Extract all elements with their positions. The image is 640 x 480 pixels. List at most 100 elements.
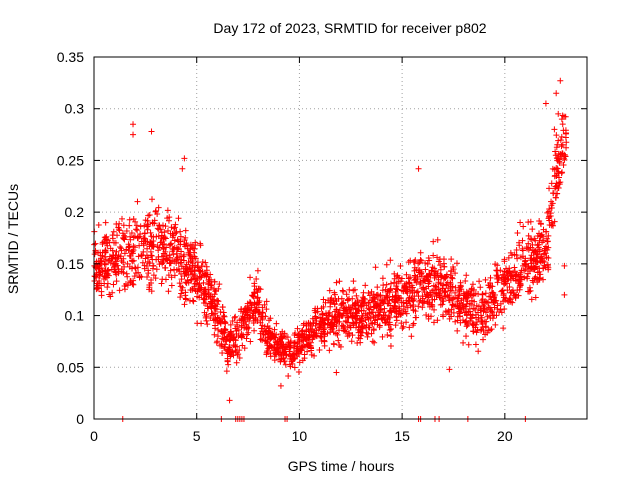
data-point — [477, 284, 484, 291]
data-point — [304, 348, 311, 355]
data-point — [457, 279, 464, 286]
data-point — [97, 252, 104, 259]
data-point — [516, 284, 523, 291]
data-point — [301, 334, 308, 341]
data-point — [527, 235, 534, 242]
data-point — [123, 228, 130, 235]
data-point — [177, 283, 184, 290]
data-point — [121, 263, 128, 270]
data-point — [127, 253, 134, 260]
data-point — [182, 227, 189, 234]
data-point — [383, 281, 390, 288]
data-point — [527, 255, 534, 262]
data-point — [492, 297, 499, 304]
data-point — [479, 299, 486, 306]
data-point — [536, 237, 543, 244]
data-point — [393, 283, 400, 290]
data-point — [379, 333, 386, 340]
data-point — [485, 299, 492, 306]
data-point — [472, 341, 479, 348]
data-point — [104, 274, 111, 281]
data-point — [340, 304, 347, 311]
data-point — [156, 244, 163, 251]
data-point — [560, 161, 567, 168]
data-point — [487, 274, 494, 281]
data-point — [257, 313, 264, 320]
data-point — [187, 253, 194, 260]
data-point — [102, 249, 109, 256]
data-point — [387, 342, 394, 349]
data-point — [456, 302, 463, 309]
data-point — [251, 299, 258, 306]
data-point — [186, 297, 193, 304]
data-point — [102, 234, 109, 241]
data-point — [287, 338, 294, 345]
data-point — [129, 280, 136, 287]
data-point — [204, 303, 211, 310]
data-point — [426, 257, 433, 264]
data-point — [333, 369, 340, 376]
data-point — [536, 246, 543, 253]
data-point — [326, 347, 333, 354]
data-point — [424, 298, 431, 305]
data-point — [379, 275, 386, 282]
data-point — [304, 342, 311, 349]
data-point — [384, 332, 391, 339]
data-point — [144, 258, 151, 265]
data-point — [200, 296, 207, 303]
data-point — [354, 340, 361, 347]
data-point — [120, 222, 127, 229]
data-point — [555, 110, 562, 117]
data-point — [291, 339, 298, 346]
data-point — [546, 213, 553, 220]
data-point — [425, 277, 432, 284]
data-point — [250, 317, 257, 324]
data-point — [141, 230, 148, 237]
data-point — [182, 295, 189, 302]
data-point — [201, 309, 208, 316]
data-point — [251, 283, 258, 290]
data-point — [449, 275, 456, 282]
data-point — [408, 333, 415, 340]
data-point — [168, 240, 175, 247]
data-point — [364, 333, 371, 340]
data-point — [242, 308, 249, 315]
data-point — [381, 305, 388, 312]
data-point — [374, 291, 381, 298]
data-point — [374, 300, 381, 307]
data-point — [454, 327, 461, 334]
data-point — [165, 288, 172, 295]
data-point — [216, 281, 223, 288]
data-point — [92, 240, 99, 247]
data-point — [247, 274, 254, 281]
data-point — [527, 218, 534, 225]
data-point — [183, 240, 190, 247]
data-point — [470, 305, 477, 312]
data-point — [376, 324, 383, 331]
data-point — [247, 314, 254, 321]
data-point — [211, 291, 218, 298]
data-point — [220, 309, 227, 316]
data-point — [190, 249, 197, 256]
data-point — [190, 298, 197, 305]
data-point — [231, 314, 238, 321]
data-point — [463, 272, 470, 279]
data-point — [448, 306, 455, 313]
data-point — [489, 309, 496, 316]
data-point — [513, 246, 520, 253]
data-point — [198, 292, 205, 299]
data-point — [127, 236, 134, 243]
data-point — [202, 314, 209, 321]
data-point — [141, 222, 148, 229]
data-point — [130, 131, 137, 138]
data-point — [430, 252, 437, 259]
data-point — [403, 310, 410, 317]
data-point — [507, 298, 514, 305]
data-point — [424, 272, 431, 279]
data-point — [144, 217, 151, 224]
data-point — [201, 287, 208, 294]
data-point — [482, 276, 489, 283]
data-point — [264, 339, 271, 346]
data-point — [486, 293, 493, 300]
data-point — [456, 286, 463, 293]
